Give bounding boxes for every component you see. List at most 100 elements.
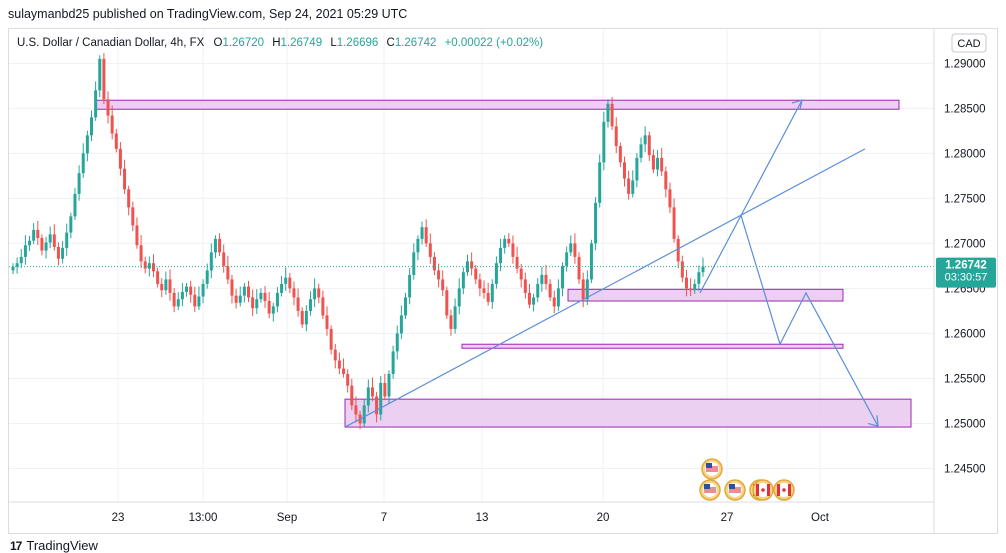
candle-body: [424, 227, 428, 244]
candle-body: [296, 297, 300, 311]
candle-body: [527, 292, 531, 305]
candle-body: [391, 351, 395, 374]
candle-body: [577, 256, 581, 280]
candle-body: [507, 238, 511, 244]
candle-body: [701, 266, 705, 273]
tradingview-logo-icon: 17: [10, 538, 22, 553]
candle-body: [635, 157, 639, 181]
candle-body: [503, 238, 507, 248]
candle-body: [441, 279, 445, 291]
candle-body: [259, 292, 263, 300]
price-zone[interactable]: [567, 288, 844, 302]
trendline[interactable]: [344, 148, 866, 428]
candle-body: [511, 243, 515, 257]
us-flag-icon[interactable]: [699, 479, 721, 501]
currency-badge-label: CAD: [957, 38, 980, 50]
legend-close: 1.26742: [395, 37, 437, 49]
candle-body: [160, 283, 164, 291]
candle-body: [135, 225, 139, 246]
candle-body: [416, 238, 420, 253]
candle-body: [98, 58, 102, 91]
legend-low: 1.26696: [337, 37, 379, 49]
candle-body: [151, 263, 155, 272]
last-price-value: 1.26742: [945, 260, 987, 272]
candle-body: [180, 292, 184, 300]
candle-body: [519, 268, 523, 280]
candle-body: [647, 135, 651, 156]
candle-body: [40, 237, 44, 251]
ca-flag-icon[interactable]: [752, 479, 774, 501]
candle-body: [428, 243, 432, 257]
candle-body: [445, 290, 449, 316]
candle-body: [147, 263, 151, 269]
candle-body: [313, 288, 317, 300]
time-tick-label: Sep: [277, 512, 297, 524]
chart-grid: [9, 30, 934, 502]
candle-body: [598, 162, 602, 203]
candle-body: [102, 58, 106, 100]
candle-body: [552, 297, 556, 307]
candle-body: [292, 288, 296, 298]
candle-body: [408, 274, 412, 298]
candle-body: [387, 373, 391, 397]
candle-body: [193, 294, 197, 307]
candle-body: [395, 333, 399, 352]
legend-high: 1.26749: [281, 37, 323, 49]
candle-body: [189, 286, 193, 295]
candle-body: [44, 242, 48, 251]
candle-body: [606, 103, 610, 122]
candle-body: [32, 229, 36, 241]
flag-canton: [729, 484, 735, 489]
chart-frame[interactable]: [8, 28, 998, 534]
candle-body: [639, 144, 643, 158]
candle-body: [375, 396, 379, 415]
us-flag-icon[interactable]: [701, 458, 723, 480]
price-zone[interactable]: [94, 99, 900, 110]
currency-badge[interactable]: CAD: [951, 33, 987, 53]
tradingview-brand[interactable]: TradingView: [26, 538, 98, 553]
candle-body: [176, 299, 180, 307]
candle-body: [404, 297, 408, 316]
candle-body: [271, 306, 275, 314]
candle-body: [412, 252, 416, 275]
price-zone[interactable]: [461, 343, 844, 349]
candle-body: [684, 277, 688, 289]
arrowhead-up-icon: [791, 99, 803, 110]
candle-body: [329, 328, 333, 350]
price-zone[interactable]: [344, 398, 912, 428]
candle-body: [255, 299, 259, 309]
candle-body: [581, 279, 585, 300]
candle-body: [300, 310, 304, 325]
candle-body: [234, 295, 238, 303]
bearish-projection[interactable]: [740, 215, 879, 427]
candle-body: [676, 238, 680, 262]
candle-body: [523, 279, 527, 293]
candle-body: [205, 270, 209, 284]
candle-body: [52, 234, 56, 247]
candle-body: [185, 286, 189, 293]
candle-body: [420, 227, 424, 239]
us-flag-icon[interactable]: [724, 479, 746, 501]
flag-band: [788, 484, 791, 496]
candle-body: [631, 180, 635, 194]
candle-body: [693, 283, 697, 291]
candle-body: [222, 252, 226, 266]
candle-body: [114, 133, 118, 149]
legend-change: +0.00022 (+0.02%): [445, 37, 544, 49]
legend-high-label: H: [272, 37, 280, 49]
price-tick-label: 1.28000: [944, 148, 986, 160]
candle-body: [643, 135, 647, 145]
candle-body: [474, 268, 478, 280]
bullish-projection[interactable]: [699, 99, 803, 294]
flag-band: [756, 484, 759, 496]
published-caption: sulaymanbd25 published on TradingView.co…: [8, 7, 408, 21]
support-resistance-zones: [94, 99, 912, 428]
candle-body: [275, 292, 279, 307]
candle-body: [226, 265, 230, 280]
candle-body: [461, 272, 465, 289]
candle-body: [478, 279, 482, 289]
candle-body: [346, 373, 350, 386]
ca-flag-icon[interactable]: [773, 479, 795, 501]
candle-body: [622, 162, 626, 179]
